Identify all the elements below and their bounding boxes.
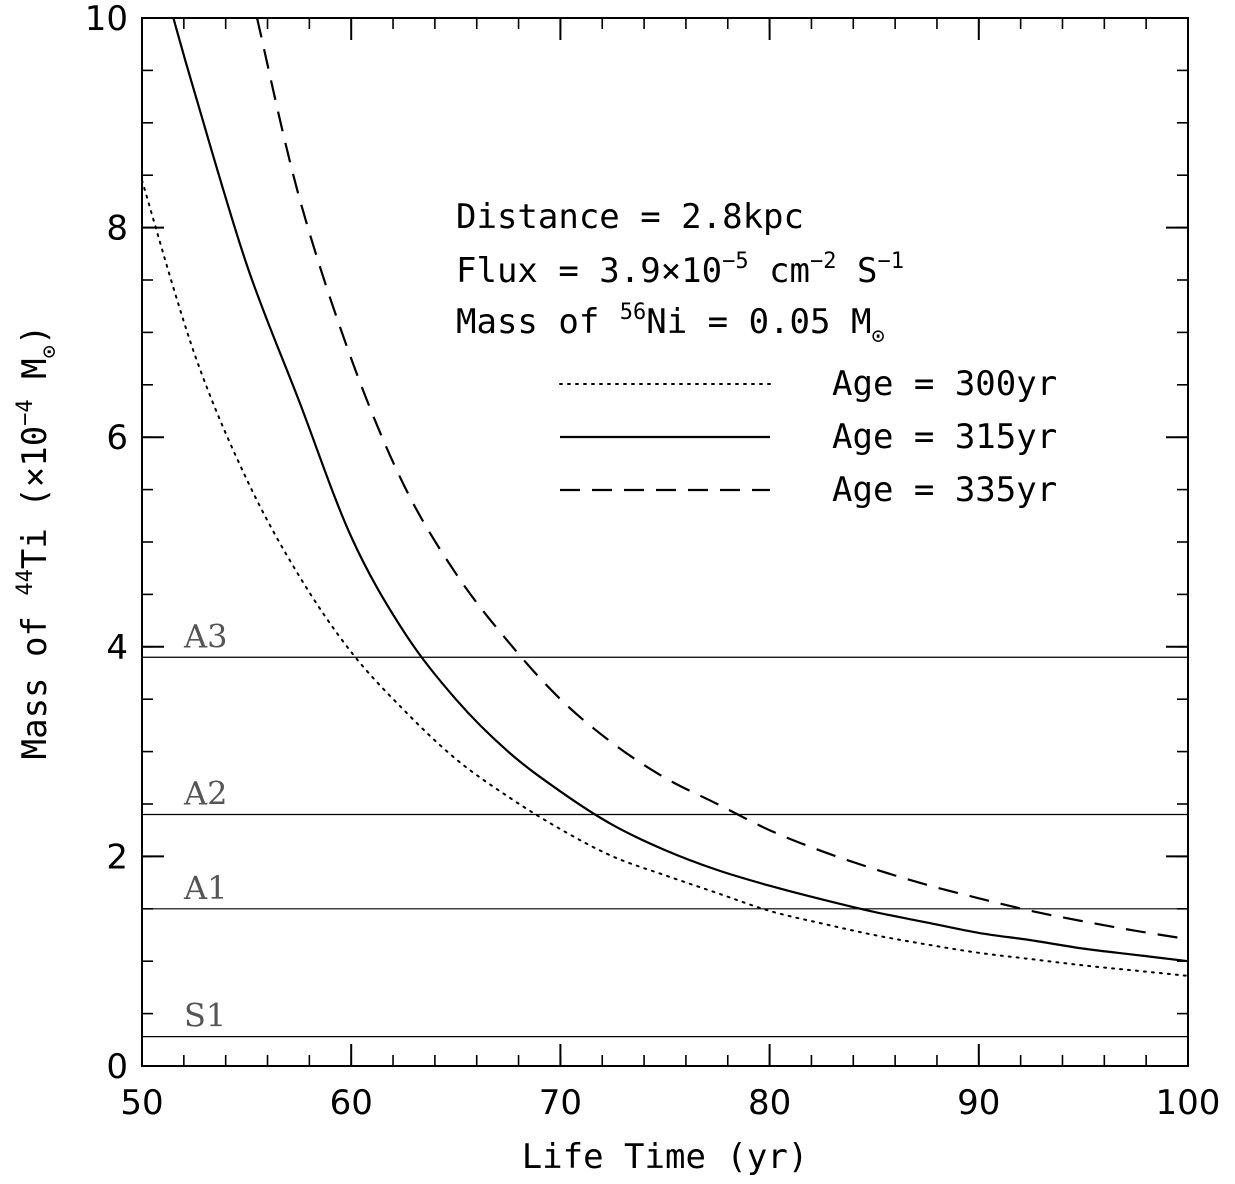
y-tick-label: 0 [106, 1047, 128, 1087]
legend-label: Age = 335yr [832, 470, 1057, 510]
legend-label: Age = 315yr [832, 417, 1057, 457]
x-axis-title: Life Time (yr) [522, 1137, 809, 1177]
reference-line-label: S1 [184, 997, 226, 1035]
x-tick-label: 90 [957, 1083, 1000, 1123]
flux-text-post: S [837, 251, 878, 291]
x-tick-label: 80 [748, 1083, 791, 1123]
reference-line-label: A1 [183, 869, 227, 907]
x-tick-label: 70 [539, 1083, 582, 1123]
flux-exp-3: −1 [877, 249, 904, 274]
y-axis-title: Mass of 44Ti (×10−4 M⊙) [13, 325, 62, 760]
ni-sup: 56 [620, 300, 647, 325]
ni-sub: ⊙ [871, 324, 884, 349]
flux-text-mid: cm [749, 251, 810, 291]
annotation-ni-mass: Mass of 56Ni = 0.05 M⊙ [456, 300, 885, 349]
x-tick-label: 60 [330, 1083, 373, 1123]
series-line [172, 17, 1189, 963]
y-title-prefix: Mass of [15, 596, 55, 760]
tick-labels: 50 60 70 80 90 100 0 2 4 6 8 10 [85, 0, 1221, 1123]
ni-text-post: Ni = 0.05 M [646, 302, 871, 342]
annotation-distance: Distance = 2.8kpc [456, 197, 804, 237]
y-tick-label: 10 [85, 0, 128, 39]
legend: Age = 300yr Age = 315yr Age = 335yr [559, 364, 1057, 510]
y-title-exp: −4 [13, 399, 38, 426]
series-line [141, 179, 1189, 977]
plot-frame [141, 17, 1189, 1067]
ni-text: Mass of [456, 302, 620, 342]
flux-text: Flux = 3.9×10 [456, 251, 722, 291]
reference-line-label: A3 [183, 617, 227, 655]
flux-exp-2: −2 [810, 249, 837, 274]
y-title-sup: 44 [13, 569, 38, 596]
series-lines [141, 17, 1189, 977]
y-tick-label: 2 [106, 837, 128, 877]
annotation-flux: Flux = 3.9×10−5 cm−2 S−1 [456, 249, 904, 291]
flux-exp-1: −5 [722, 249, 749, 274]
x-tick-label: 100 [1156, 1083, 1221, 1123]
y-tick-label: 6 [106, 418, 128, 458]
y-tick-label: 4 [106, 628, 128, 668]
y-title-main: Ti (×10 [15, 426, 55, 569]
legend-label: Age = 300yr [832, 364, 1057, 404]
x-tick-label: 50 [120, 1083, 163, 1123]
series-line [255, 17, 1189, 941]
y-title-close: ) [15, 325, 55, 345]
reference-lines: A3 A2 A1 S1 [142, 617, 1188, 1038]
y-title-unit: M [15, 358, 55, 399]
y-tick-label: 8 [106, 209, 128, 249]
y-title-unit-sub: ⊙ [37, 345, 62, 358]
reference-line-label: A2 [183, 774, 227, 812]
